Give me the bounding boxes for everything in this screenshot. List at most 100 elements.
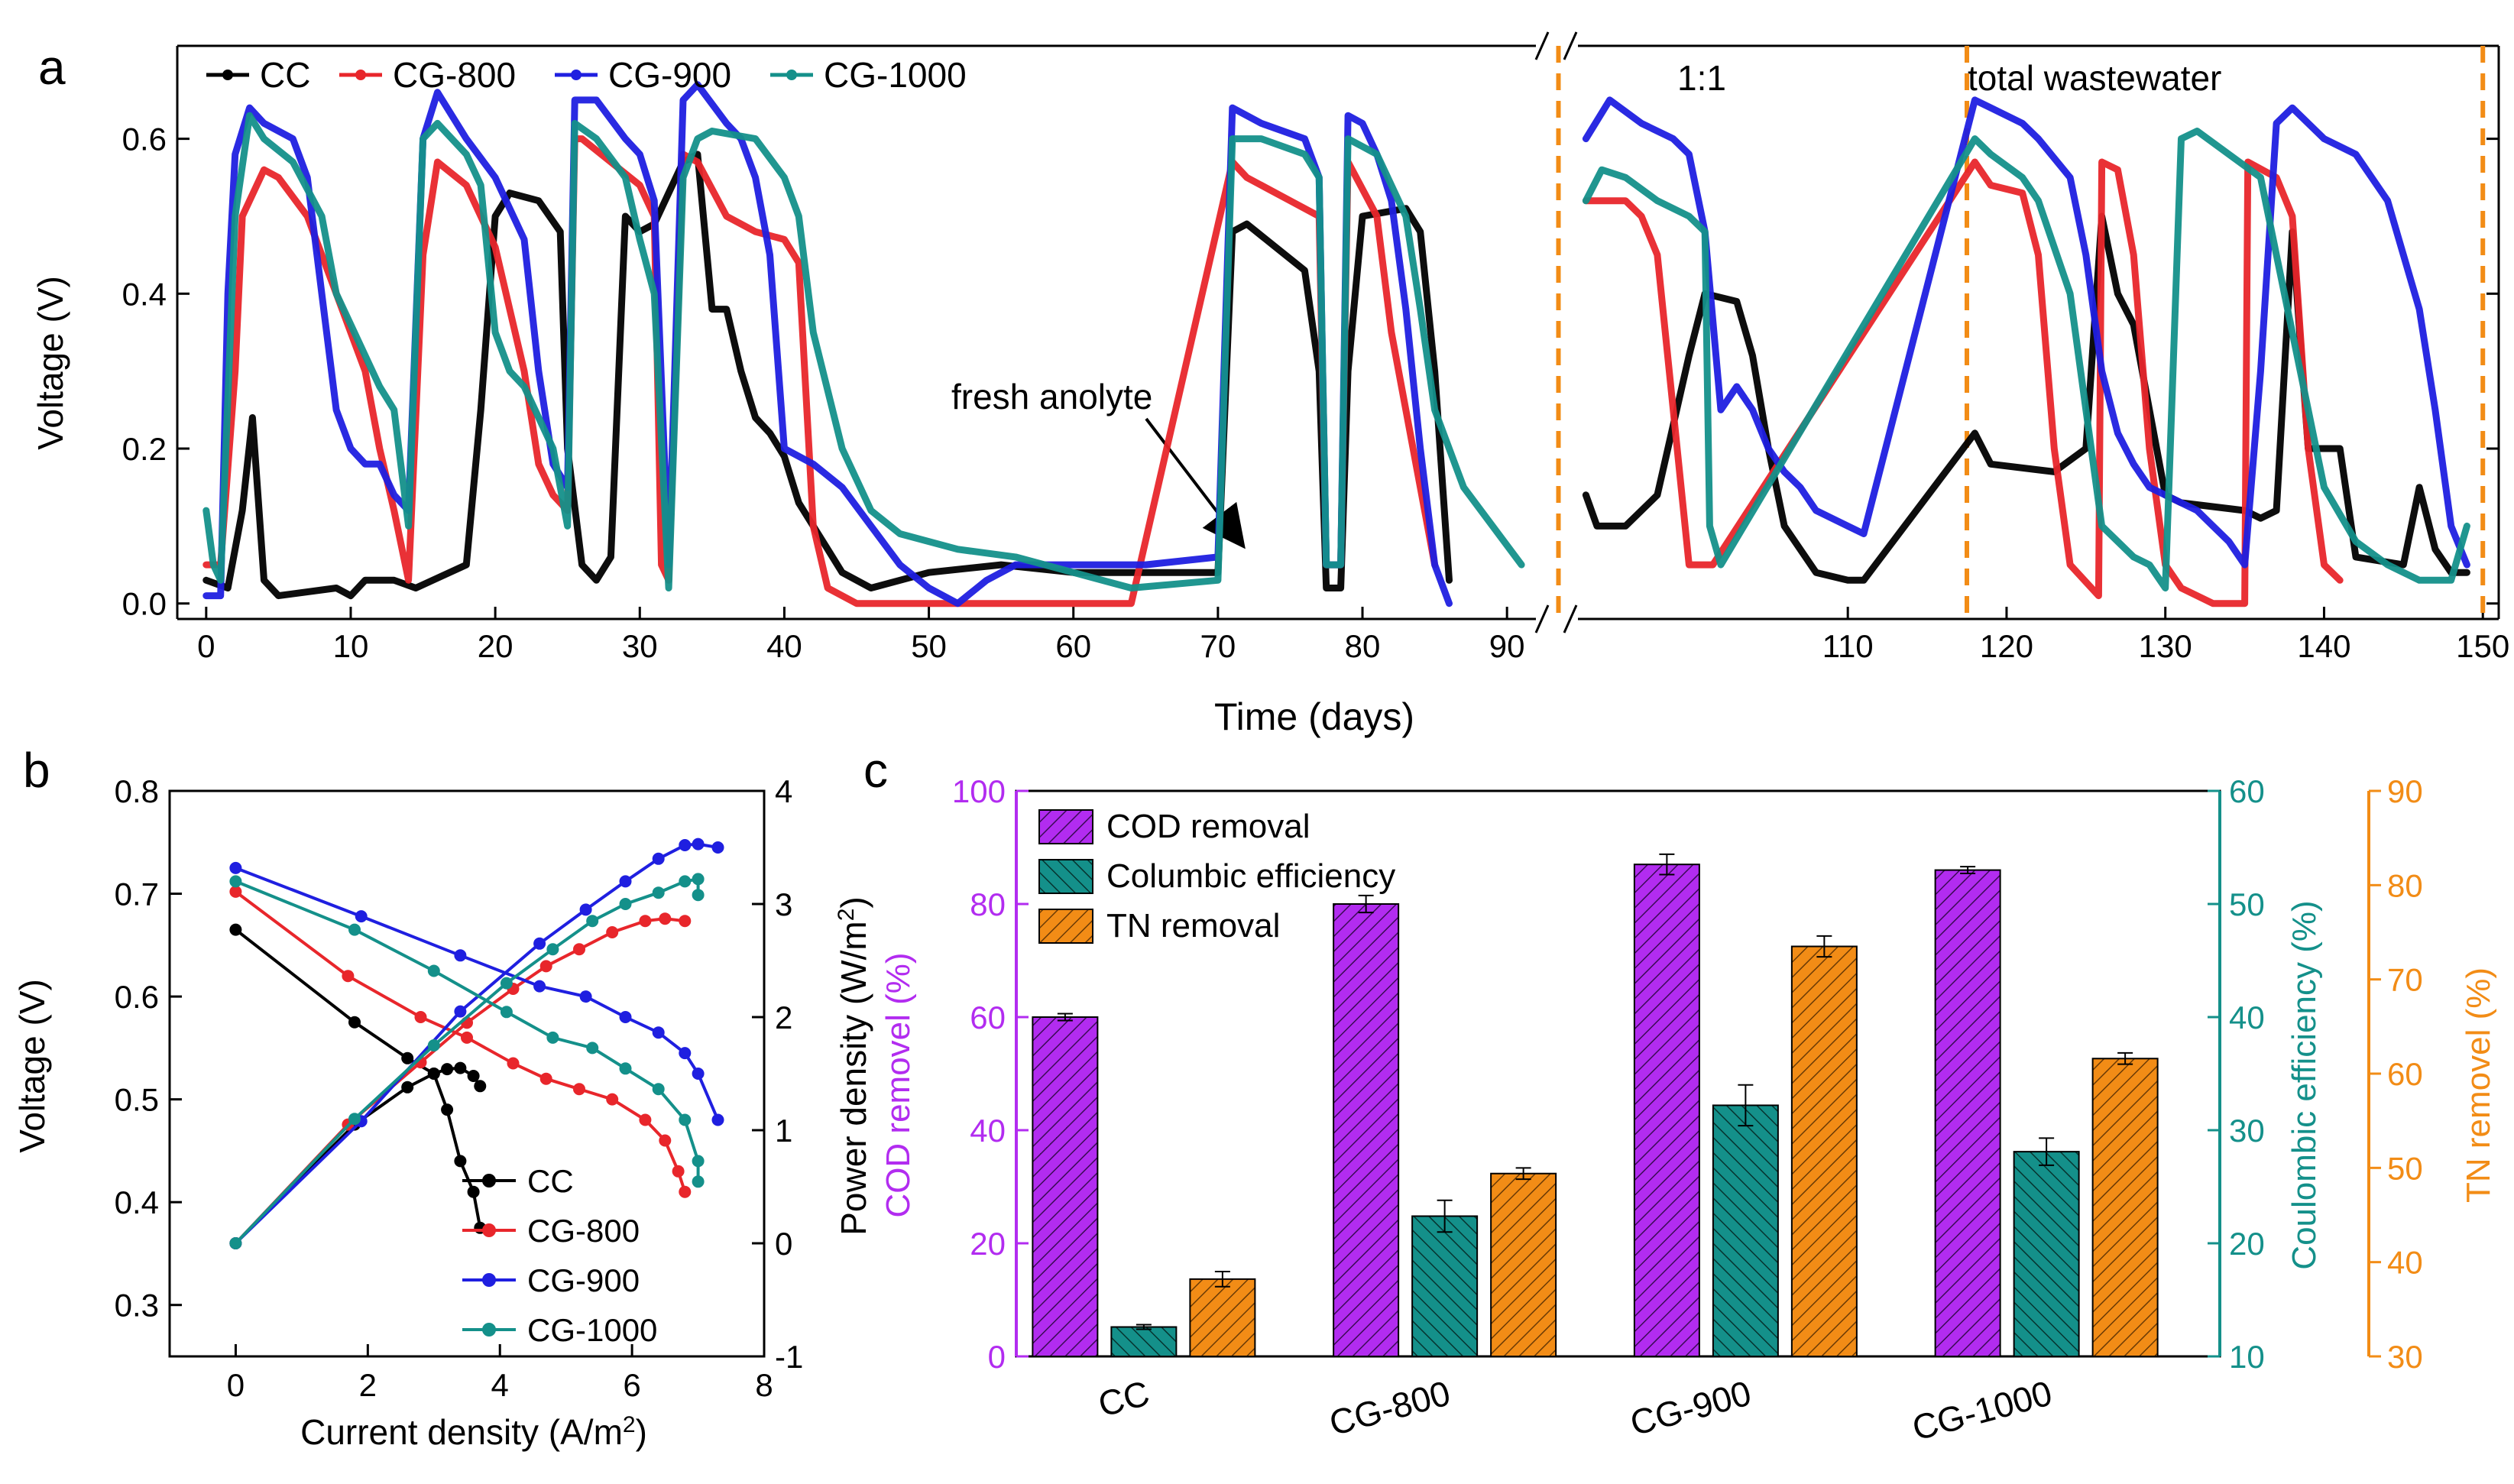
legend-label-cg-800: CG-800 [393,55,516,95]
panel-c-ytick-label: 60 [970,1000,1006,1035]
series-line-cg-900-left [202,81,1453,608]
panel-b-ytick-label: 0.4 [115,1184,159,1220]
panel-a-ytick-label: 0.4 [122,276,167,312]
panel-c-ylabel3: TN removel (%) [2460,967,2497,1203]
data-point-polarization-cg-900 [679,1047,692,1060]
panel-c-ytick2-label: 20 [2229,1226,2265,1262]
series-power-cc [234,1066,481,1245]
panel-c-ytick3-label: 50 [2387,1150,2423,1186]
legend-marker-cg-1000 [786,70,797,80]
data-point-polarization-cg-900 [652,1026,665,1039]
data-point-polarization-cg-1000 [692,1155,705,1168]
panel-a-xtick-label: 120 [1980,628,2033,664]
panel-b-ylabel: Voltage (V) [12,979,52,1153]
data-point-power-cc [474,1080,487,1093]
panel-c-ytick3-label: 90 [2387,773,2423,809]
panel-c-ytick2-label: 60 [2229,773,2265,809]
data-point-polarization-cc [348,1016,361,1029]
bar-cod-removal-cc [1032,1016,1099,1357]
panel-c-ytick3-label: 60 [2387,1056,2423,1092]
panel-b-ytick-label: 0.3 [115,1288,159,1324]
panel-b-xtick-label: 6 [623,1367,640,1403]
data-point-polarization-cg-1000 [229,875,242,888]
bar-cod-removal-cg-1000 [1934,869,2001,1357]
panel-c-legend-swatch-1 [1038,859,1093,894]
panel-a-xtick-label: 30 [622,628,658,664]
data-point-polarization-cg-800 [461,1031,473,1044]
series-polarization-cg-800 [235,890,687,1193]
panel-c-ylabel: COD removel (%) [880,952,917,1217]
data-point-polarization-cg-900 [692,1068,705,1080]
data-point-polarization-cg-1000 [348,923,361,936]
panel-label-a: a [38,40,66,95]
data-point-power-cg-1000 [652,886,665,899]
data-point-polarization-cg-900 [229,861,242,874]
panel-c-ytick-label: 100 [952,773,1006,809]
series-power-cg-800 [234,917,685,1245]
data-point-power-cg-1000 [427,1039,440,1051]
panel-c-plot: 0 20 40 60 80 100 10 20 30 40 50 60 30 40 50 60 70 80 90 CC… [952,773,2423,1448]
panel-b-xtick-label: 2 [359,1367,377,1403]
panel-b-legend-marker-cg-900 [482,1273,496,1287]
data-point-power-cg-1000 [679,875,692,888]
panel-a-ytick-label: 0.0 [122,586,167,622]
panel-b-xlabel-main: Current density (A/m [300,1412,623,1452]
panel-c-legend-label-0: COD removal [1106,808,1310,845]
data-point-polarization-cg-800 [229,885,242,898]
legend-marker-cg-900 [571,70,582,80]
data-point-power-cg-1000 [546,943,559,956]
panel-b-ytick-label: 0.7 [115,876,159,912]
annotation-fresh-anolyte: fresh anolyte [951,377,1152,416]
panel-c-ytick3-label: 70 [2387,962,2423,998]
legend-label-cc: CC [260,55,310,95]
panel-b-ylabel2: Power density (W/m2) [834,896,873,1236]
series-line-cg-1000-left [202,112,1525,591]
data-point-power-cc [467,1070,480,1082]
series-line-cc-left [202,151,1453,600]
panel-a-xtick-label: 140 [2297,628,2350,664]
data-point-power-cg-800 [679,915,692,928]
panel-b-xlabel-end: ) [636,1412,647,1452]
panel-b-legend-label-cg-900: CG-900 [527,1262,640,1298]
data-point-polarization-cg-800 [679,1185,692,1198]
data-point-power-cg-900 [579,903,592,916]
panel-c: COD removel (%) Coulombic efficiency (%)… [880,900,2497,1269]
data-point-power-cg-1000 [348,1113,361,1126]
panel-b-ytick2-label: 1 [775,1113,792,1149]
panel-b: Voltage (V) Power density (W/m2) Current… [12,896,873,1452]
panel-b-ytick2-label: -1 [775,1339,803,1375]
panel-b-xtick-label: 0 [227,1367,245,1403]
panel-label-c: c [863,743,888,798]
data-point-power-cg-1000 [229,1237,242,1249]
series-line-cg-900-right [1582,96,2470,569]
data-point-polarization-cg-800 [659,1134,672,1147]
data-point-polarization-cg-800 [573,1083,585,1096]
panel-c-legend-label-1: Columbic efficiency [1106,857,1395,895]
panel-c-ytick3-label: 40 [2387,1245,2423,1281]
panel-a-xtick-label: 90 [1489,628,1525,664]
data-point-polarization-cc [454,1155,467,1168]
panel-b-ytick-label: 0.6 [115,979,159,1015]
data-point-polarization-cg-1000 [500,1006,513,1019]
legend-label-cg-900: CG-900 [608,55,731,95]
data-point-polarization-cc [401,1051,414,1064]
data-point-polarization-cg-800 [414,1011,427,1023]
panel-c-category-label: CC [1094,1372,1154,1424]
panel-a-xtick-label: 50 [911,628,947,664]
data-point-power-cc [401,1081,414,1094]
panel-b-ytick-label: 0.5 [115,1082,159,1118]
panel-a-xtick-label: 10 [333,628,369,664]
panel-c-ytick2-label: 30 [2229,1113,2265,1149]
bar-cod-removal-cg-900 [1633,864,1700,1357]
data-point-polarization-cg-1000 [619,1062,632,1075]
data-point-power-cc [454,1061,467,1074]
data-point-power-cg-900 [692,838,705,851]
panel-c-ytick3-label: 80 [2387,867,2423,903]
data-point-polarization-cg-900 [355,910,368,923]
panel-a-xtick-label: 130 [2139,628,2192,664]
data-point-power-cg-900 [454,1005,467,1018]
data-point-power-cg-800 [639,915,652,928]
panel-b-legend-label-cc: CC [527,1163,574,1199]
bar-tn-removal-cc [1189,1278,1256,1358]
